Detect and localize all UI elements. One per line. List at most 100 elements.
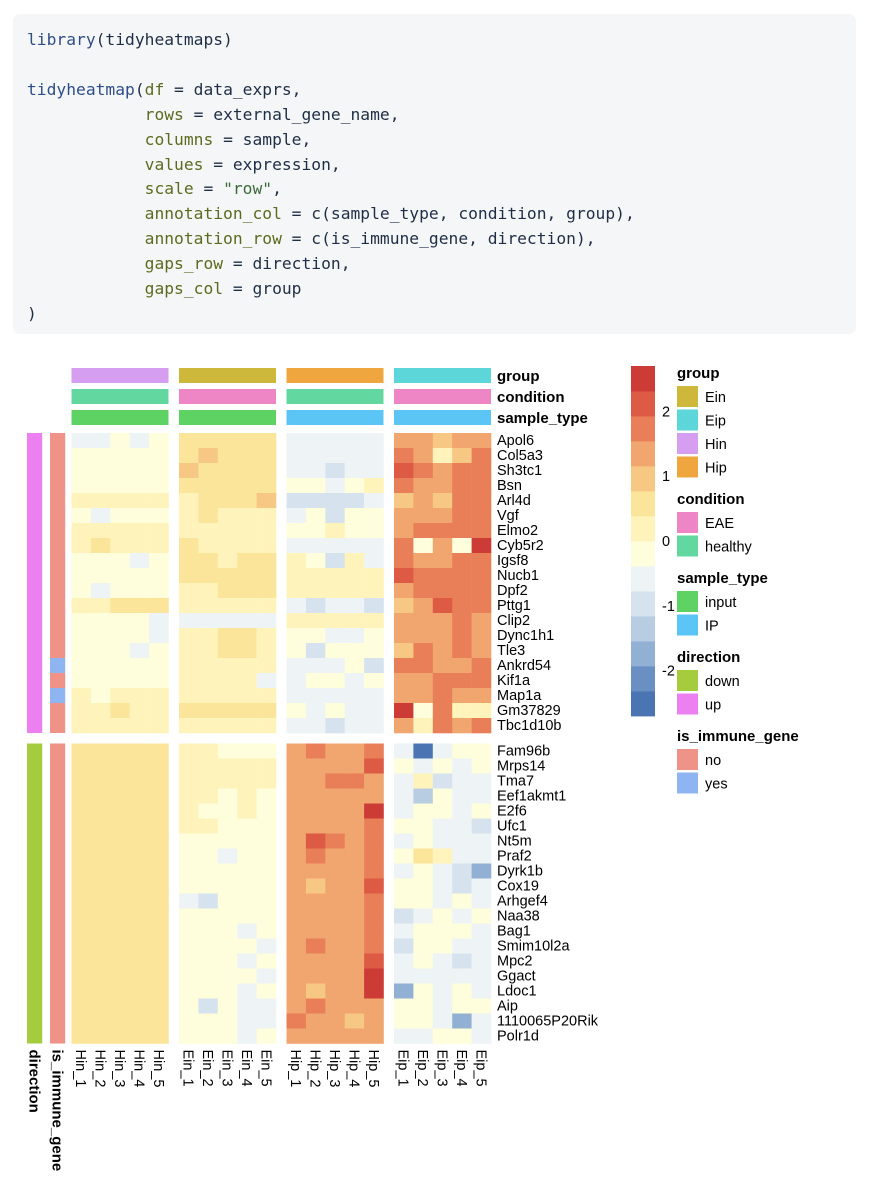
heatmap-cell <box>217 893 238 909</box>
column-label: Hip_2 <box>307 1050 323 1088</box>
heatmap-cell <box>305 538 326 554</box>
heatmap-cell <box>90 523 111 539</box>
heatmap-cell <box>90 448 111 464</box>
code-token: = <box>193 179 224 199</box>
heatmap-cell <box>110 893 130 909</box>
heatmap-cell <box>394 803 414 819</box>
heatmap-cell <box>237 673 257 689</box>
heatmap-cell <box>364 803 384 819</box>
heatmap-cell <box>394 448 414 464</box>
heatmap-cell <box>394 718 414 734</box>
heatmap-cell <box>110 953 130 969</box>
heatmap-cell <box>71 938 92 954</box>
heatmap-cell <box>452 673 472 689</box>
heatmap-cell <box>217 998 238 1014</box>
heatmap-cell <box>394 998 414 1014</box>
heatmap-cell <box>149 433 169 449</box>
heatmap-cell <box>149 628 169 644</box>
heatmap-cell <box>110 718 130 734</box>
heatmap-cell <box>364 448 384 464</box>
heatmap-cell <box>364 553 384 569</box>
heatmap-cell <box>149 658 169 674</box>
heatmap-cell <box>110 923 130 939</box>
heatmap-cell <box>198 998 219 1014</box>
heatmap-cell <box>179 568 199 584</box>
heatmap-cell <box>394 553 414 569</box>
heatmap-cell <box>432 493 453 509</box>
heatmap-cell <box>344 863 365 879</box>
heatmap-cell <box>432 718 453 734</box>
heatmap-cell <box>198 818 219 834</box>
heatmap-cell <box>286 598 307 614</box>
heatmap-cell <box>344 758 365 774</box>
heatmap-cell <box>364 863 384 879</box>
heatmap-cell <box>71 743 92 759</box>
heatmap-cell <box>432 968 453 984</box>
heatmap-cell <box>364 893 384 909</box>
heatmap-cell <box>305 643 326 659</box>
row-annotation-is_immune_gene <box>50 688 66 703</box>
heatmap-cell <box>471 583 492 599</box>
heatmap-cell <box>286 553 307 569</box>
column-label: Hin_5 <box>150 1050 166 1088</box>
heatmap-cell <box>452 908 472 924</box>
heatmap-cell <box>394 893 414 909</box>
heatmap-cell <box>149 583 169 599</box>
column-label: Hip_5 <box>365 1050 381 1088</box>
heatmap-cell <box>325 983 345 999</box>
heatmap-cell <box>325 643 345 659</box>
heatmap-cell <box>432 938 453 954</box>
row-label: Smim10l2a <box>497 939 570 955</box>
heatmap-cell <box>179 523 199 539</box>
code-token: values <box>144 154 204 174</box>
code-line: values = expression, <box>27 155 341 174</box>
heatmap-cell <box>432 463 453 479</box>
heatmap-cell <box>71 773 92 789</box>
legend-title: is_immune_gene <box>677 728 799 745</box>
heatmap-cell <box>344 743 365 759</box>
heatmap-cell <box>344 463 365 479</box>
code-token: scale <box>144 179 194 199</box>
heatmap-cell <box>179 908 199 924</box>
heatmap-cell <box>256 703 277 719</box>
heatmap-cell <box>325 628 345 644</box>
heatmap-cell <box>198 568 219 584</box>
heatmap-cell <box>237 583 257 599</box>
heatmap-cell <box>305 673 326 689</box>
heatmap-cell <box>179 983 199 999</box>
heatmap-cell <box>217 658 238 674</box>
heatmap-cell <box>217 983 238 999</box>
heatmap-cell <box>256 553 277 569</box>
heatmap-cell <box>344 773 365 789</box>
row-label: Igsf8 <box>497 553 528 569</box>
heatmap-cell <box>71 863 92 879</box>
heatmap-cell <box>256 613 277 629</box>
heatmap-cell <box>286 998 307 1014</box>
heatmap-cell <box>413 508 434 524</box>
heatmap-cell <box>179 863 199 879</box>
heatmap-cell <box>305 893 326 909</box>
heatmap-cell <box>179 448 199 464</box>
heatmap-cell <box>237 553 257 569</box>
legend-label: up <box>705 698 721 714</box>
legend-label: Hip <box>705 461 727 477</box>
heatmap-cell <box>149 613 169 629</box>
heatmap-cell <box>90 703 111 719</box>
heatmap-cell <box>256 433 277 449</box>
heatmap-cell <box>471 848 492 864</box>
heatmap-cell <box>237 938 257 954</box>
heatmap-cell <box>90 598 111 614</box>
heatmap-cell <box>413 538 434 554</box>
heatmap-cell <box>129 703 150 719</box>
row-label: Eef1akmt1 <box>497 789 566 805</box>
heatmap-cell <box>325 478 345 494</box>
heatmap-cell <box>471 508 492 524</box>
column-annotation-label: group <box>497 368 540 385</box>
heatmap-cell <box>413 478 434 494</box>
heatmap-cell <box>286 523 307 539</box>
heatmap-cell <box>110 553 130 569</box>
heatmap-cell <box>129 863 150 879</box>
column-annotation-condition <box>179 389 276 404</box>
heatmap-cell <box>71 523 92 539</box>
heatmap-cell <box>305 758 326 774</box>
